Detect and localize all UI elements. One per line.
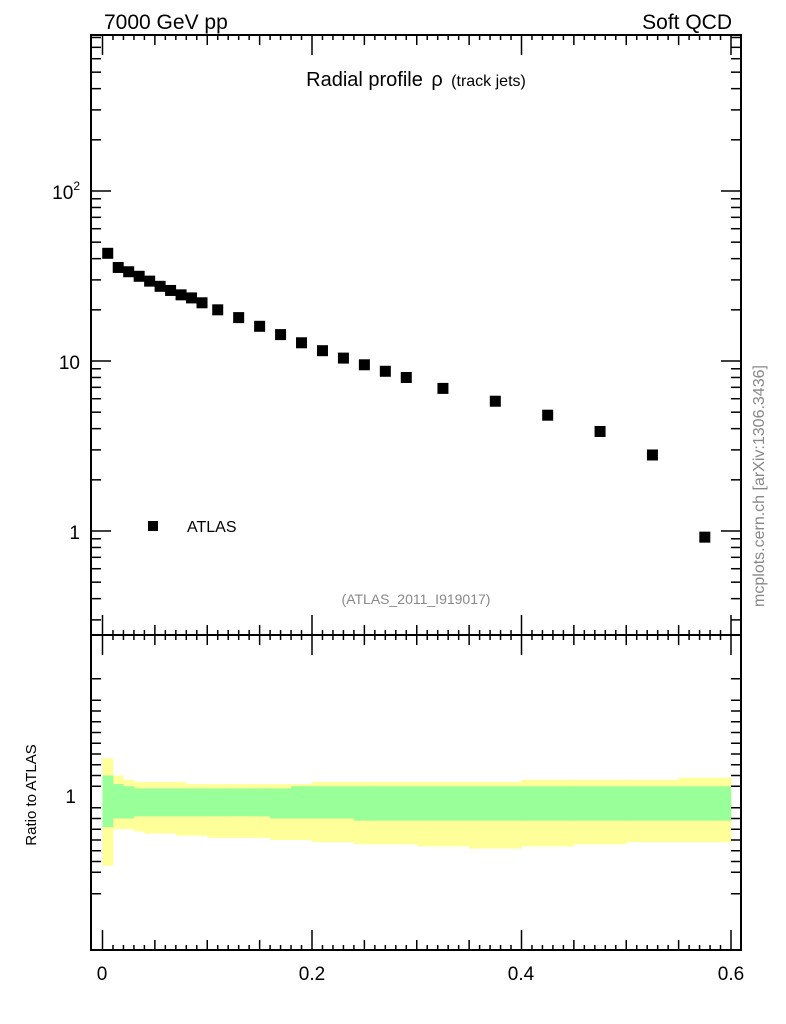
- data-point: [489, 395, 501, 407]
- data-point: [699, 531, 711, 543]
- side-source-label: mcplots.cern.ch [arXiv:1306.3436]: [751, 365, 768, 607]
- title-symbol: ρ: [431, 69, 442, 91]
- stat-band-segment: [102, 775, 114, 828]
- stat-band-segment: [353, 786, 376, 821]
- stat-band-segment: [228, 788, 250, 817]
- stat-band-segment: [291, 786, 313, 819]
- x-tick-label-0.6: 0.6: [718, 964, 744, 985]
- x-tick-label-0: 0: [97, 964, 108, 985]
- data-point: [542, 409, 554, 421]
- stat-band-segment: [154, 788, 166, 817]
- y-tick-base: 10: [52, 183, 73, 204]
- legend-label-atlas: ATLAS: [187, 519, 237, 536]
- stat-band-segment: [416, 786, 470, 821]
- y-tick-label-1: 1: [69, 523, 80, 544]
- data-point: [316, 345, 328, 357]
- stat-band-segment: [207, 788, 229, 817]
- header-right-label: Soft QCD: [642, 11, 732, 34]
- data-point: [102, 247, 114, 259]
- data-point: [165, 284, 177, 296]
- data-point: [175, 289, 187, 301]
- ratio-bands: [102, 758, 732, 866]
- data-point: [133, 270, 145, 282]
- stat-band-segment: [521, 786, 575, 821]
- data-point: [400, 371, 412, 383]
- stat-band-segment: [573, 786, 627, 821]
- data-point: [233, 312, 245, 324]
- main-panel-ticks: [91, 35, 741, 635]
- stat-band-segment: [270, 788, 292, 819]
- x-tick-label-0.2: 0.2: [299, 964, 325, 985]
- title-suffix: (track jets): [451, 73, 526, 90]
- data-point: [437, 382, 449, 394]
- legend-marker-atlas: [148, 521, 158, 531]
- atlas-data-points: [102, 247, 711, 543]
- stat-band-segment: [469, 786, 522, 821]
- ratio-y-axis-label: Ratio to ATLAS: [23, 744, 40, 845]
- data-point: [254, 320, 266, 332]
- data-point: [275, 329, 287, 341]
- stat-band-segment: [249, 788, 271, 817]
- stat-band-segment: [165, 788, 177, 817]
- data-point: [212, 304, 224, 316]
- stat-band-segment: [626, 786, 679, 821]
- data-point: [144, 275, 156, 287]
- x-tick-label-0.4: 0.4: [508, 964, 535, 985]
- analysis-id-watermark: (ATLAS_2011_I919017): [342, 591, 491, 607]
- header-left-label: 7000 GeV pp: [104, 11, 228, 34]
- data-point: [358, 359, 370, 371]
- main-chart-title: Radial profile ρ (track jets): [306, 69, 526, 91]
- stat-band-segment: [123, 786, 135, 819]
- data-point: [646, 449, 658, 461]
- main-panel-frame: [90, 34, 742, 636]
- data-point: [154, 280, 166, 292]
- data-point: [594, 425, 606, 437]
- stat-band-segment: [196, 788, 208, 817]
- stat-band-segment: [133, 788, 145, 817]
- stat-band-segment: [112, 784, 124, 819]
- stat-band-segment: [395, 786, 418, 821]
- data-point: [296, 337, 308, 349]
- stat-band-segment: [374, 786, 397, 821]
- data-point: [196, 297, 208, 309]
- ratio-y-tick-label-1: 1: [65, 787, 76, 808]
- y-tick-exponent: 2: [73, 179, 80, 193]
- data-point: [112, 261, 124, 273]
- stat-band-segment: [678, 786, 732, 821]
- data-point: [123, 266, 135, 278]
- data-point: [186, 292, 198, 304]
- data-point: [379, 365, 391, 377]
- title-text: Radial profile: [306, 69, 423, 91]
- y-tick-label-100: 102: [52, 179, 80, 204]
- data-point: [337, 352, 349, 364]
- ratio-panel-ticks: [91, 635, 741, 950]
- stat-band-segment: [332, 786, 355, 819]
- stat-band-segment: [175, 788, 187, 817]
- y-tick-label-10: 10: [59, 353, 80, 374]
- stat-band-segment: [144, 788, 156, 817]
- stat-band-segment: [312, 786, 334, 819]
- stat-band-segment: [186, 788, 198, 817]
